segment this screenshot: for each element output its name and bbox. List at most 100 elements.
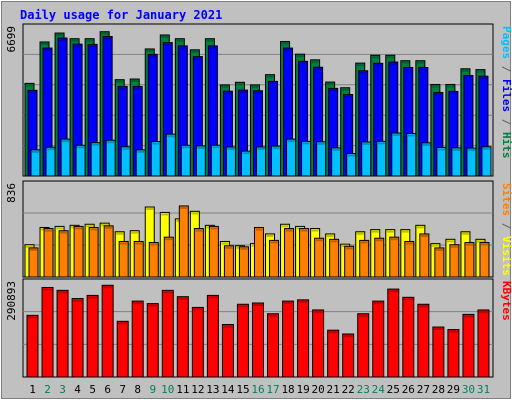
bar-cap-kbytes	[298, 300, 308, 303]
bar-cap-sites	[180, 206, 188, 209]
bar-cap-pages	[467, 149, 475, 152]
bar-cap-sites	[210, 227, 218, 230]
bar-pages	[421, 142, 432, 177]
bar-kbytes	[402, 296, 415, 378]
bar-cap-pages	[332, 148, 340, 151]
bar-kbytes	[327, 329, 340, 378]
bar-sites	[374, 237, 385, 278]
bar-kbytes	[342, 333, 355, 378]
bar-kbytes	[357, 313, 370, 378]
bar-pages	[481, 146, 492, 177]
bar-cap-pages	[182, 146, 190, 149]
bar-cap-files	[359, 71, 367, 74]
bar-cap-files	[284, 49, 292, 52]
bar-cap-files	[89, 45, 97, 48]
bar-sites	[464, 242, 475, 278]
bar-cap-kbytes	[343, 334, 353, 337]
series-legend-part: /	[500, 112, 512, 132]
bar-cap-visits	[371, 230, 379, 233]
bar-sites	[329, 238, 340, 278]
x-tick-label: 27	[417, 383, 430, 396]
bar-kbytes	[161, 289, 174, 378]
series-legend-part: Files	[500, 79, 512, 112]
panel-visits-sites: 836 Sites / Visits	[5, 180, 512, 278]
x-tick-label: 20	[312, 383, 325, 396]
bar-cap-pages	[242, 152, 250, 155]
bar-cap-hits	[326, 83, 334, 86]
bar-cap-hits	[431, 85, 439, 88]
bar-cap-hits	[71, 39, 79, 42]
bar-cap-files	[374, 64, 382, 67]
bar-cap-sites	[375, 239, 383, 242]
bar-cap-pages	[362, 143, 370, 146]
bar-cap-hits	[446, 85, 454, 88]
bar-pages	[135, 149, 146, 177]
bar-cap-sites	[255, 228, 263, 231]
bar-kbytes	[116, 320, 129, 378]
bar-cap-kbytes	[418, 305, 428, 308]
bar-kbytes	[146, 303, 159, 378]
bar-pages	[105, 139, 116, 177]
bar-cap-kbytes	[58, 291, 68, 294]
bar-cap-hits	[341, 88, 349, 91]
bar-cap-visits	[86, 225, 94, 228]
bar-cap-visits	[356, 232, 364, 235]
x-tick-label: 25	[387, 383, 400, 396]
x-tick-label: 8	[134, 383, 141, 396]
bar-cap-visits	[266, 234, 274, 237]
bar-pages	[301, 140, 312, 177]
bar-cap-pages	[257, 148, 265, 151]
bar-cap-pages	[167, 135, 175, 138]
x-tick-label: 1	[29, 383, 36, 396]
bar-pages	[451, 147, 462, 177]
bar-cap-hits	[26, 84, 33, 87]
bar-cap-pages	[377, 142, 385, 145]
bar-pages	[346, 153, 357, 177]
bar-cap-hits	[416, 61, 424, 64]
bar-cap-visits	[191, 212, 199, 215]
bar-kbytes	[282, 300, 295, 378]
bar-sites	[208, 225, 219, 278]
bar-pages	[271, 145, 282, 177]
bar-cap-files	[74, 45, 82, 48]
bar-cap-hits	[461, 69, 469, 72]
x-tick-label: 22	[342, 383, 355, 396]
x-tick-label: 30	[462, 383, 475, 396]
bar-cap-files	[344, 95, 352, 98]
bar-cap-pages	[272, 147, 280, 150]
bar-cap-hits	[131, 80, 139, 83]
x-tick-label: 16	[251, 383, 264, 396]
bar-cap-kbytes	[223, 325, 233, 328]
bar-kbytes	[236, 303, 249, 378]
bar-cap-pages	[482, 147, 490, 150]
bar-cap-visits	[311, 229, 319, 232]
series-legend-part: Hits	[500, 132, 512, 159]
bar-pages	[391, 132, 402, 177]
bar-cap-kbytes	[208, 296, 218, 299]
bar-cap-visits	[281, 225, 289, 228]
bar-sites	[359, 239, 370, 278]
bar-sites	[88, 226, 99, 278]
bar-cap-visits	[131, 231, 139, 234]
bar-cap-kbytes	[358, 314, 368, 317]
bar-sites	[133, 240, 144, 278]
bar-cap-pages	[392, 134, 400, 137]
bar-cap-sites	[390, 238, 398, 241]
bar-cap-kbytes	[88, 296, 98, 299]
bar-sites	[253, 226, 264, 278]
bar-cap-sites	[225, 246, 233, 249]
bar-pages	[90, 142, 101, 177]
bar-cap-files	[119, 87, 127, 90]
bar-sites	[419, 233, 430, 278]
bar-cap-files	[464, 76, 472, 79]
bar-cap-hits	[386, 56, 394, 59]
bar-cap-files	[329, 89, 337, 92]
bar-cap-sites	[75, 227, 83, 230]
bar-cap-visits	[431, 244, 439, 247]
x-tick-label: 10	[161, 383, 174, 396]
bar-cap-kbytes	[448, 330, 458, 333]
x-tick-label: 9	[149, 383, 156, 396]
bar-cap-hits	[86, 39, 94, 42]
bar-pages	[436, 146, 447, 177]
